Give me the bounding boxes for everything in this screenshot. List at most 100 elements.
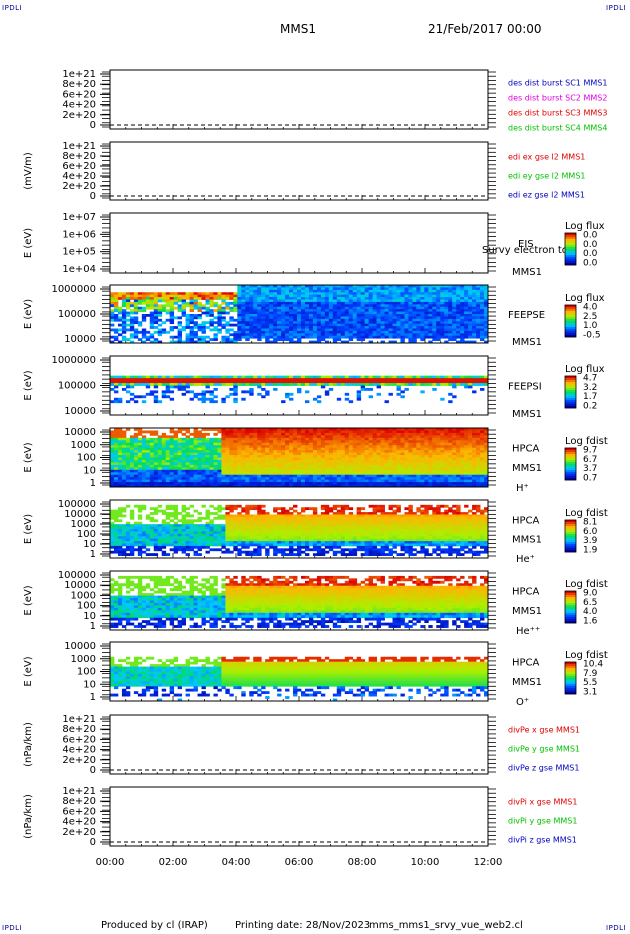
legend-entry: des dist burst SC4 MMS4 — [508, 124, 607, 133]
heatmap-cell — [285, 314, 290, 317]
heatmap-cell — [380, 452, 385, 456]
y-tick-label: 100 — [77, 453, 96, 464]
heatmap-cell — [153, 469, 159, 473]
heatmap-cell — [384, 479, 389, 483]
heatmap-cell — [137, 428, 143, 431]
heatmap-cell — [297, 445, 302, 449]
heatmap-cell — [328, 287, 334, 291]
heatmap-cell — [332, 450, 338, 453]
heatmap-cell — [408, 338, 413, 341]
heatmap-cell — [149, 392, 155, 396]
heatmap-cell — [169, 459, 175, 463]
heatmap-cell — [340, 309, 346, 312]
heatmap-cell — [448, 392, 453, 396]
heatmap-cell — [300, 299, 306, 303]
heatmap-cell — [261, 314, 266, 317]
heatmap-cell — [193, 467, 198, 471]
x-tick-label: 10:00 — [411, 857, 440, 868]
heatmap-cell — [269, 452, 274, 456]
heatmap-cell — [388, 467, 393, 471]
heatmap-cell — [472, 326, 477, 329]
heatmap-cell — [344, 482, 350, 485]
heatmap-cell — [392, 457, 397, 461]
heatmap-cell — [110, 442, 115, 446]
heatmap-cell — [269, 292, 274, 296]
heatmap-cell — [173, 316, 179, 320]
heatmap-cell — [380, 333, 385, 337]
heatmap-cell — [420, 450, 425, 453]
heatmap-cell — [408, 301, 413, 305]
heatmap-cell — [412, 380, 417, 384]
heatmap-cell — [145, 464, 151, 468]
heatmap-cell — [360, 314, 366, 317]
heatmap-cell — [169, 482, 175, 485]
heatmap-cell — [225, 442, 230, 446]
heatmap-cell — [424, 333, 429, 337]
heatmap-cell — [376, 474, 381, 478]
heatmap-cell — [261, 299, 266, 303]
y-axis-label: E (eV) — [23, 442, 34, 472]
heatmap-cell — [356, 383, 362, 386]
heatmap-cell — [416, 330, 421, 334]
heatmap-cell — [297, 318, 302, 322]
heatmap-cell — [269, 479, 274, 483]
heatmap-cell — [460, 455, 465, 458]
heatmap-cell — [356, 435, 362, 439]
heatmap-cell — [412, 323, 417, 327]
heatmap-cell — [253, 484, 258, 488]
heatmap-cell — [448, 430, 453, 434]
heatmap-cell — [452, 333, 457, 337]
heatmap-cell — [368, 435, 374, 439]
heatmap-cell — [245, 328, 250, 332]
heatmap-cell — [185, 440, 190, 444]
heatmap-cell — [372, 292, 377, 296]
heatmap-cell — [420, 474, 425, 478]
heatmap-cell — [316, 462, 322, 466]
heatmap-cell — [328, 435, 334, 439]
heatmap-cell — [384, 292, 389, 296]
heatmap-cell — [241, 380, 246, 384]
heatmap-cell — [193, 452, 198, 456]
heatmap-cell — [205, 383, 210, 386]
heatmap-cell — [432, 301, 437, 305]
heatmap-cell — [432, 447, 437, 451]
heatmap-cell — [149, 311, 155, 315]
heatmap-cell — [368, 330, 374, 334]
heatmap-cell — [412, 375, 417, 379]
heatmap-cell — [237, 432, 242, 436]
heatmap-cell — [300, 287, 306, 291]
heatmap-cell — [249, 479, 254, 483]
heatmap-cell — [297, 321, 302, 325]
heatmap-cell — [233, 472, 238, 476]
heatmap-cell — [320, 467, 326, 471]
heatmap-cell — [281, 474, 286, 478]
heatmap-cell — [161, 294, 167, 298]
heatmap-cell — [308, 383, 314, 386]
heatmap-cell — [428, 455, 433, 458]
heatmap-cell — [356, 335, 362, 339]
heatmap-cell — [340, 306, 346, 310]
heatmap-cell — [217, 452, 222, 456]
heatmap-cell — [372, 289, 377, 293]
heatmap-cell — [464, 428, 469, 431]
heatmap-cell — [408, 469, 413, 473]
heatmap-cell — [444, 318, 449, 322]
heatmap-cell — [384, 462, 389, 466]
heatmap-cell — [297, 380, 302, 384]
heatmap-cell — [448, 459, 453, 463]
heatmap-cell — [185, 326, 190, 329]
heatmap-cell — [193, 316, 198, 320]
y-tick-label: 1e+07 — [62, 212, 96, 223]
heatmap-cell — [476, 285, 481, 288]
heatmap-cell — [249, 432, 254, 436]
heatmap-cell — [304, 306, 310, 310]
heatmap-cell — [308, 432, 314, 436]
heatmap-cell — [233, 457, 238, 461]
heatmap-cell — [372, 301, 377, 305]
heatmap-cell — [344, 306, 350, 310]
heatmap-cell — [225, 464, 230, 468]
heatmap-cell — [460, 482, 465, 485]
heatmap-cell — [464, 309, 469, 312]
heatmap-cell — [416, 457, 421, 461]
heatmap-cell — [117, 430, 123, 434]
